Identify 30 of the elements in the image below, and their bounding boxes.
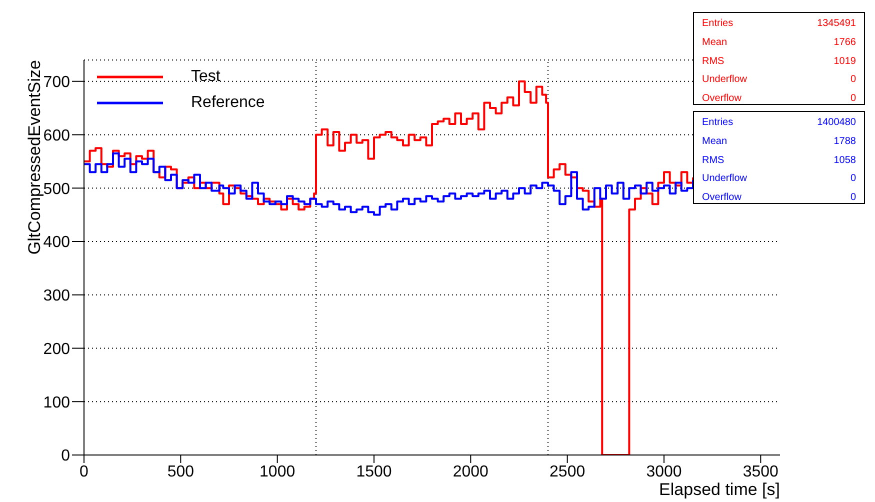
y-tick-label: 200: [43, 340, 70, 358]
y-tick-label: 0: [61, 448, 70, 465]
legend-label: Test: [191, 68, 220, 86]
y-tick-label: 700: [43, 74, 70, 92]
text: Underflow 0: [702, 173, 856, 184]
x-axis-title: Elapsed time [s]: [659, 480, 780, 499]
y-tick-label: 400: [43, 234, 70, 252]
x-tick-label: 3000: [646, 463, 682, 480]
text: RMS 1019: [702, 56, 856, 67]
x-tick-label: 1500: [356, 463, 392, 480]
x-tick-label: 2500: [550, 463, 586, 480]
text: Entries 1345491: [702, 18, 856, 29]
text: Mean 1766: [702, 36, 856, 48]
text: Overflow 0: [702, 192, 856, 204]
y-axis-title: GltCompressedEventSize: [25, 60, 44, 255]
y-tick-label: 600: [43, 127, 70, 144]
text: Mean 1788: [702, 136, 856, 147]
text: RMS 1058: [702, 154, 856, 166]
legend-label: Reference: [191, 94, 265, 112]
x-tick-label: 2000: [452, 463, 489, 480]
x-tick-label: 3500: [742, 463, 779, 480]
x-tick-label: 0: [80, 463, 89, 480]
text: Overflow 0: [702, 93, 856, 104]
text: Underflow 0: [702, 74, 856, 86]
x-tick-label: 1000: [260, 463, 296, 480]
y-tick-label: 100: [43, 394, 70, 412]
y-tick-label: 300: [43, 288, 70, 305]
y-tick-label: 500: [43, 180, 70, 198]
text: Entries 1400480: [702, 117, 856, 128]
x-tick-label: 500: [167, 463, 194, 480]
